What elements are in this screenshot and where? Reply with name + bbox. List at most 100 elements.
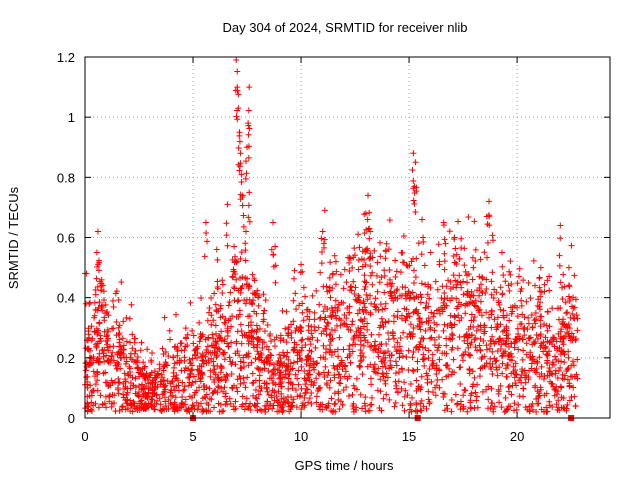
data-point	[178, 367, 185, 374]
y-tick-label: 0.8	[57, 170, 75, 185]
data-point-spike	[214, 278, 221, 285]
data-point	[331, 390, 338, 397]
data-point	[243, 395, 250, 402]
data-point	[467, 298, 474, 305]
data-point	[208, 294, 215, 301]
data-point	[241, 332, 248, 339]
data-point	[506, 287, 513, 294]
data-point	[118, 354, 125, 361]
data-point	[165, 353, 172, 360]
data-point	[306, 362, 313, 369]
data-point	[381, 267, 388, 274]
data-point	[238, 340, 245, 347]
data-point	[244, 374, 251, 381]
data-point	[108, 353, 115, 360]
data-point	[306, 336, 313, 343]
data-point	[494, 314, 501, 321]
data-point	[175, 377, 182, 384]
data-point	[370, 347, 377, 354]
data-point	[487, 340, 494, 347]
data-point	[531, 384, 538, 391]
data-point-spike	[412, 159, 419, 166]
data-point	[306, 376, 313, 383]
data-point	[199, 351, 206, 358]
data-point	[220, 351, 227, 358]
data-point	[336, 371, 343, 378]
data-point	[322, 349, 329, 356]
data-point	[287, 403, 294, 410]
data-point	[313, 287, 320, 294]
data-point	[407, 321, 414, 328]
data-point	[101, 358, 108, 365]
data-point	[151, 383, 158, 390]
data-point	[308, 390, 315, 397]
data-point	[94, 261, 101, 268]
data-point-spike	[242, 247, 249, 254]
data-point	[573, 312, 580, 319]
data-point	[263, 343, 270, 350]
data-point	[492, 358, 499, 365]
data-point	[258, 352, 265, 359]
data-point-spike	[245, 202, 252, 209]
data-point-spike	[290, 275, 297, 282]
data-point	[460, 291, 467, 298]
data-point-spike	[362, 210, 369, 217]
data-point	[361, 256, 368, 263]
data-point	[264, 388, 271, 395]
data-point	[373, 272, 380, 279]
data-point	[190, 340, 197, 347]
data-point	[541, 281, 548, 288]
data-point	[342, 368, 349, 375]
data-point	[388, 352, 395, 359]
data-point	[206, 395, 213, 402]
data-point	[445, 277, 452, 284]
data-point-spike	[537, 264, 544, 271]
data-point	[187, 371, 194, 378]
data-point	[162, 349, 169, 356]
data-point	[514, 325, 521, 332]
data-point	[224, 340, 231, 347]
data-point	[119, 403, 126, 410]
data-point	[99, 302, 106, 309]
data-point	[284, 398, 291, 405]
data-point	[162, 403, 169, 410]
data-point	[247, 319, 254, 326]
data-point	[206, 385, 213, 392]
data-point	[519, 336, 526, 343]
data-point	[537, 331, 544, 338]
data-point	[537, 386, 544, 393]
data-point	[204, 317, 211, 324]
data-point	[327, 331, 334, 338]
data-point	[538, 340, 545, 347]
data-point	[205, 408, 212, 415]
data-point	[277, 337, 284, 344]
data-point-spike	[237, 160, 244, 167]
data-point	[356, 244, 363, 251]
data-point	[507, 271, 514, 278]
data-point	[447, 336, 454, 343]
data-point	[87, 347, 94, 354]
data-point	[553, 356, 560, 363]
data-point	[260, 318, 267, 325]
data-point	[126, 363, 133, 370]
data-point	[146, 372, 153, 379]
data-point-spike	[557, 222, 564, 229]
data-point	[329, 326, 336, 333]
data-point	[382, 364, 389, 371]
data-point	[420, 335, 427, 342]
data-point	[414, 408, 421, 415]
data-point	[459, 352, 466, 359]
data-point	[137, 347, 144, 354]
data-point	[252, 290, 259, 297]
data-point	[329, 307, 336, 314]
data-point	[435, 366, 442, 373]
data-point	[194, 406, 201, 413]
data-point	[364, 339, 371, 346]
data-point	[397, 269, 404, 276]
data-point	[213, 330, 220, 337]
data-point	[471, 218, 478, 225]
data-point	[410, 348, 417, 355]
data-point	[160, 367, 167, 374]
data-point	[357, 347, 364, 354]
